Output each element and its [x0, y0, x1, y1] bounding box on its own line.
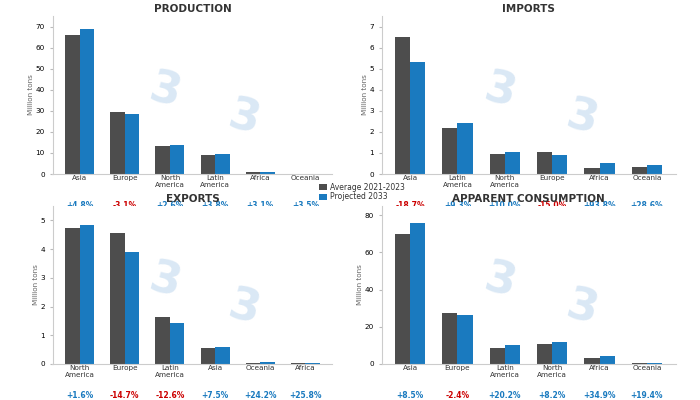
Bar [111, 233, 125, 364]
Bar [647, 363, 662, 364]
Bar [65, 35, 80, 174]
Bar [442, 128, 457, 174]
Y-axis label: Million tons: Million tons [357, 264, 363, 306]
Y-axis label: Million tons: Million tons [33, 264, 38, 306]
Bar [489, 348, 505, 364]
Bar [632, 363, 647, 364]
Bar [215, 154, 230, 174]
Bar [80, 225, 94, 364]
Bar [552, 155, 568, 174]
Bar [215, 347, 230, 364]
Text: Projected 2033: Projected 2033 [330, 192, 387, 201]
Bar [246, 172, 260, 174]
Text: 3: 3 [223, 284, 263, 334]
Text: +25.8%: +25.8% [289, 391, 321, 400]
Bar [600, 163, 615, 174]
Title: PRODUCTION: PRODUCTION [153, 4, 232, 14]
Bar [291, 363, 305, 364]
Bar [584, 358, 600, 364]
Bar [246, 362, 260, 364]
Bar [170, 323, 184, 364]
Text: -15.0%: -15.0% [538, 201, 567, 210]
Bar [505, 345, 520, 364]
Bar [489, 154, 505, 174]
Text: +1.6%: +1.6% [66, 391, 93, 400]
Bar [80, 29, 94, 174]
Text: 3: 3 [561, 284, 602, 334]
Text: +3.8%: +3.8% [202, 201, 229, 210]
Bar [442, 313, 457, 364]
Bar [537, 344, 552, 364]
Text: 3: 3 [223, 94, 263, 144]
Text: -18.7%: -18.7% [395, 201, 425, 210]
Text: Average 2021-2023: Average 2021-2023 [330, 183, 405, 192]
Y-axis label: Million tons: Million tons [362, 74, 368, 116]
Bar [260, 172, 274, 174]
Bar [537, 152, 552, 174]
Bar [201, 348, 215, 364]
Title: APPARENT CONSUMPTION: APPARENT CONSUMPTION [452, 194, 605, 204]
Text: +10.0%: +10.0% [489, 201, 521, 210]
Text: 3: 3 [144, 67, 185, 117]
Text: +3.1%: +3.1% [246, 201, 274, 210]
Text: +19.4%: +19.4% [631, 391, 663, 400]
Text: +4.8%: +4.8% [66, 201, 93, 210]
Text: +24.2%: +24.2% [244, 391, 276, 400]
Text: 3: 3 [479, 257, 519, 307]
Text: +8.2%: +8.2% [538, 391, 566, 400]
Bar [457, 315, 473, 364]
Text: +9.3%: +9.3% [444, 201, 471, 210]
Bar [552, 342, 568, 364]
Bar [600, 356, 615, 364]
Bar [201, 155, 215, 174]
Bar [584, 168, 600, 174]
Bar [111, 112, 125, 174]
Bar [125, 252, 139, 364]
Text: -12.6%: -12.6% [155, 391, 185, 400]
Text: +34.9%: +34.9% [583, 391, 616, 400]
Bar [125, 114, 139, 174]
Text: +7.5%: +7.5% [202, 391, 229, 400]
Bar [65, 228, 80, 364]
Bar [155, 318, 170, 364]
Y-axis label: Million tons: Million tons [28, 74, 34, 116]
Text: -2.4%: -2.4% [445, 391, 470, 400]
Text: 3: 3 [561, 94, 602, 144]
Bar [305, 362, 320, 364]
Bar [260, 362, 274, 364]
Bar [647, 165, 662, 174]
Bar [155, 146, 170, 174]
Text: +20.2%: +20.2% [489, 391, 521, 400]
Bar [410, 223, 425, 364]
Text: +93.8%: +93.8% [583, 201, 616, 210]
Bar [395, 37, 410, 174]
Text: +28.6%: +28.6% [631, 201, 664, 210]
Text: -14.7%: -14.7% [110, 391, 139, 400]
Text: +3.5%: +3.5% [292, 201, 319, 210]
Text: 3: 3 [479, 67, 519, 117]
Bar [395, 234, 410, 364]
Text: +8.5%: +8.5% [396, 391, 424, 400]
Text: -3.1%: -3.1% [113, 201, 137, 210]
Bar [457, 124, 473, 174]
Bar [632, 167, 647, 174]
Text: 3: 3 [144, 257, 185, 307]
Title: EXPORTS: EXPORTS [166, 194, 219, 204]
Bar [505, 152, 520, 174]
Title: IMPORTS: IMPORTS [502, 4, 555, 14]
Text: +2.6%: +2.6% [156, 201, 183, 210]
Bar [170, 144, 184, 174]
Bar [410, 62, 425, 174]
